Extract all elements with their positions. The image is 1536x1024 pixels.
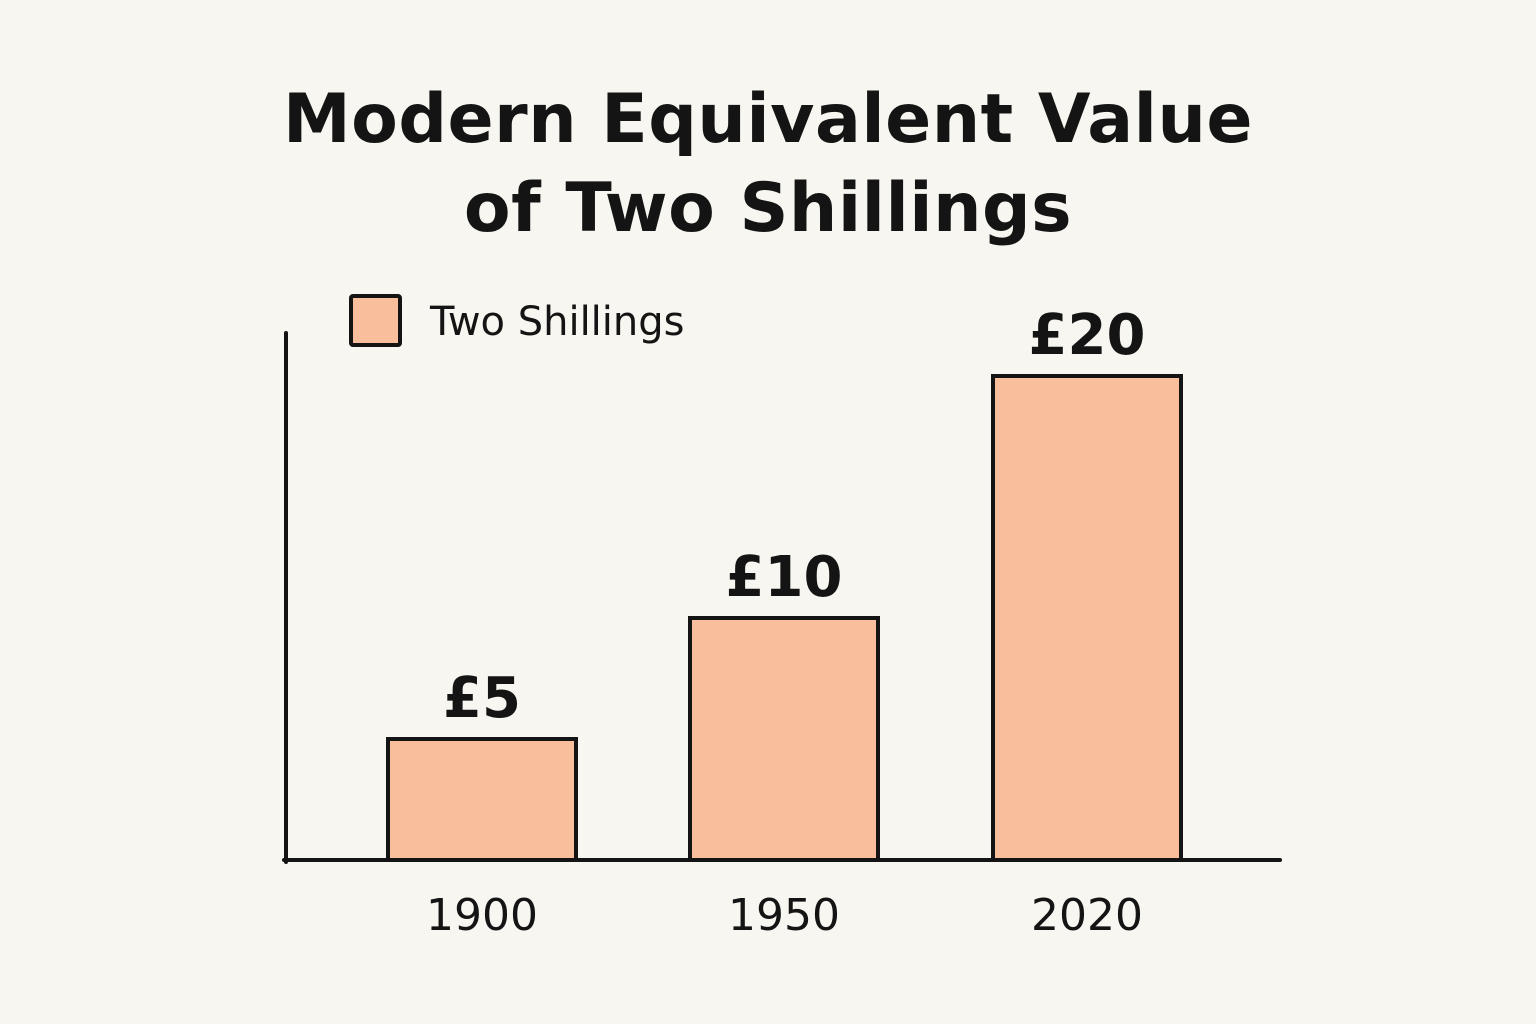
legend-swatch [349, 294, 402, 347]
chart-title-line-2: of Two Shillings [463, 169, 1073, 248]
chart-title-line-1: Modern Equivalent Value [282, 80, 1253, 159]
x-tick-label-1950: 1950 [728, 890, 840, 941]
bar-1950 [688, 616, 880, 862]
legend: Two Shillings [349, 294, 685, 347]
x-tick-label-1900: 1900 [426, 890, 538, 941]
bars [386, 374, 1183, 862]
bar-2020 [991, 374, 1183, 862]
x-tick-label-2020: 2020 [1031, 890, 1143, 941]
x-tick-labels: 1900 1950 2020 [426, 890, 1143, 941]
value-label-1950: £10 [726, 545, 843, 610]
bar-1900 [386, 737, 578, 862]
value-label-2020: £20 [1029, 303, 1146, 368]
legend-label: Two Shillings [429, 299, 685, 345]
value-labels: £5 £10 £20 [443, 303, 1145, 731]
value-label-1900: £5 [443, 666, 521, 731]
